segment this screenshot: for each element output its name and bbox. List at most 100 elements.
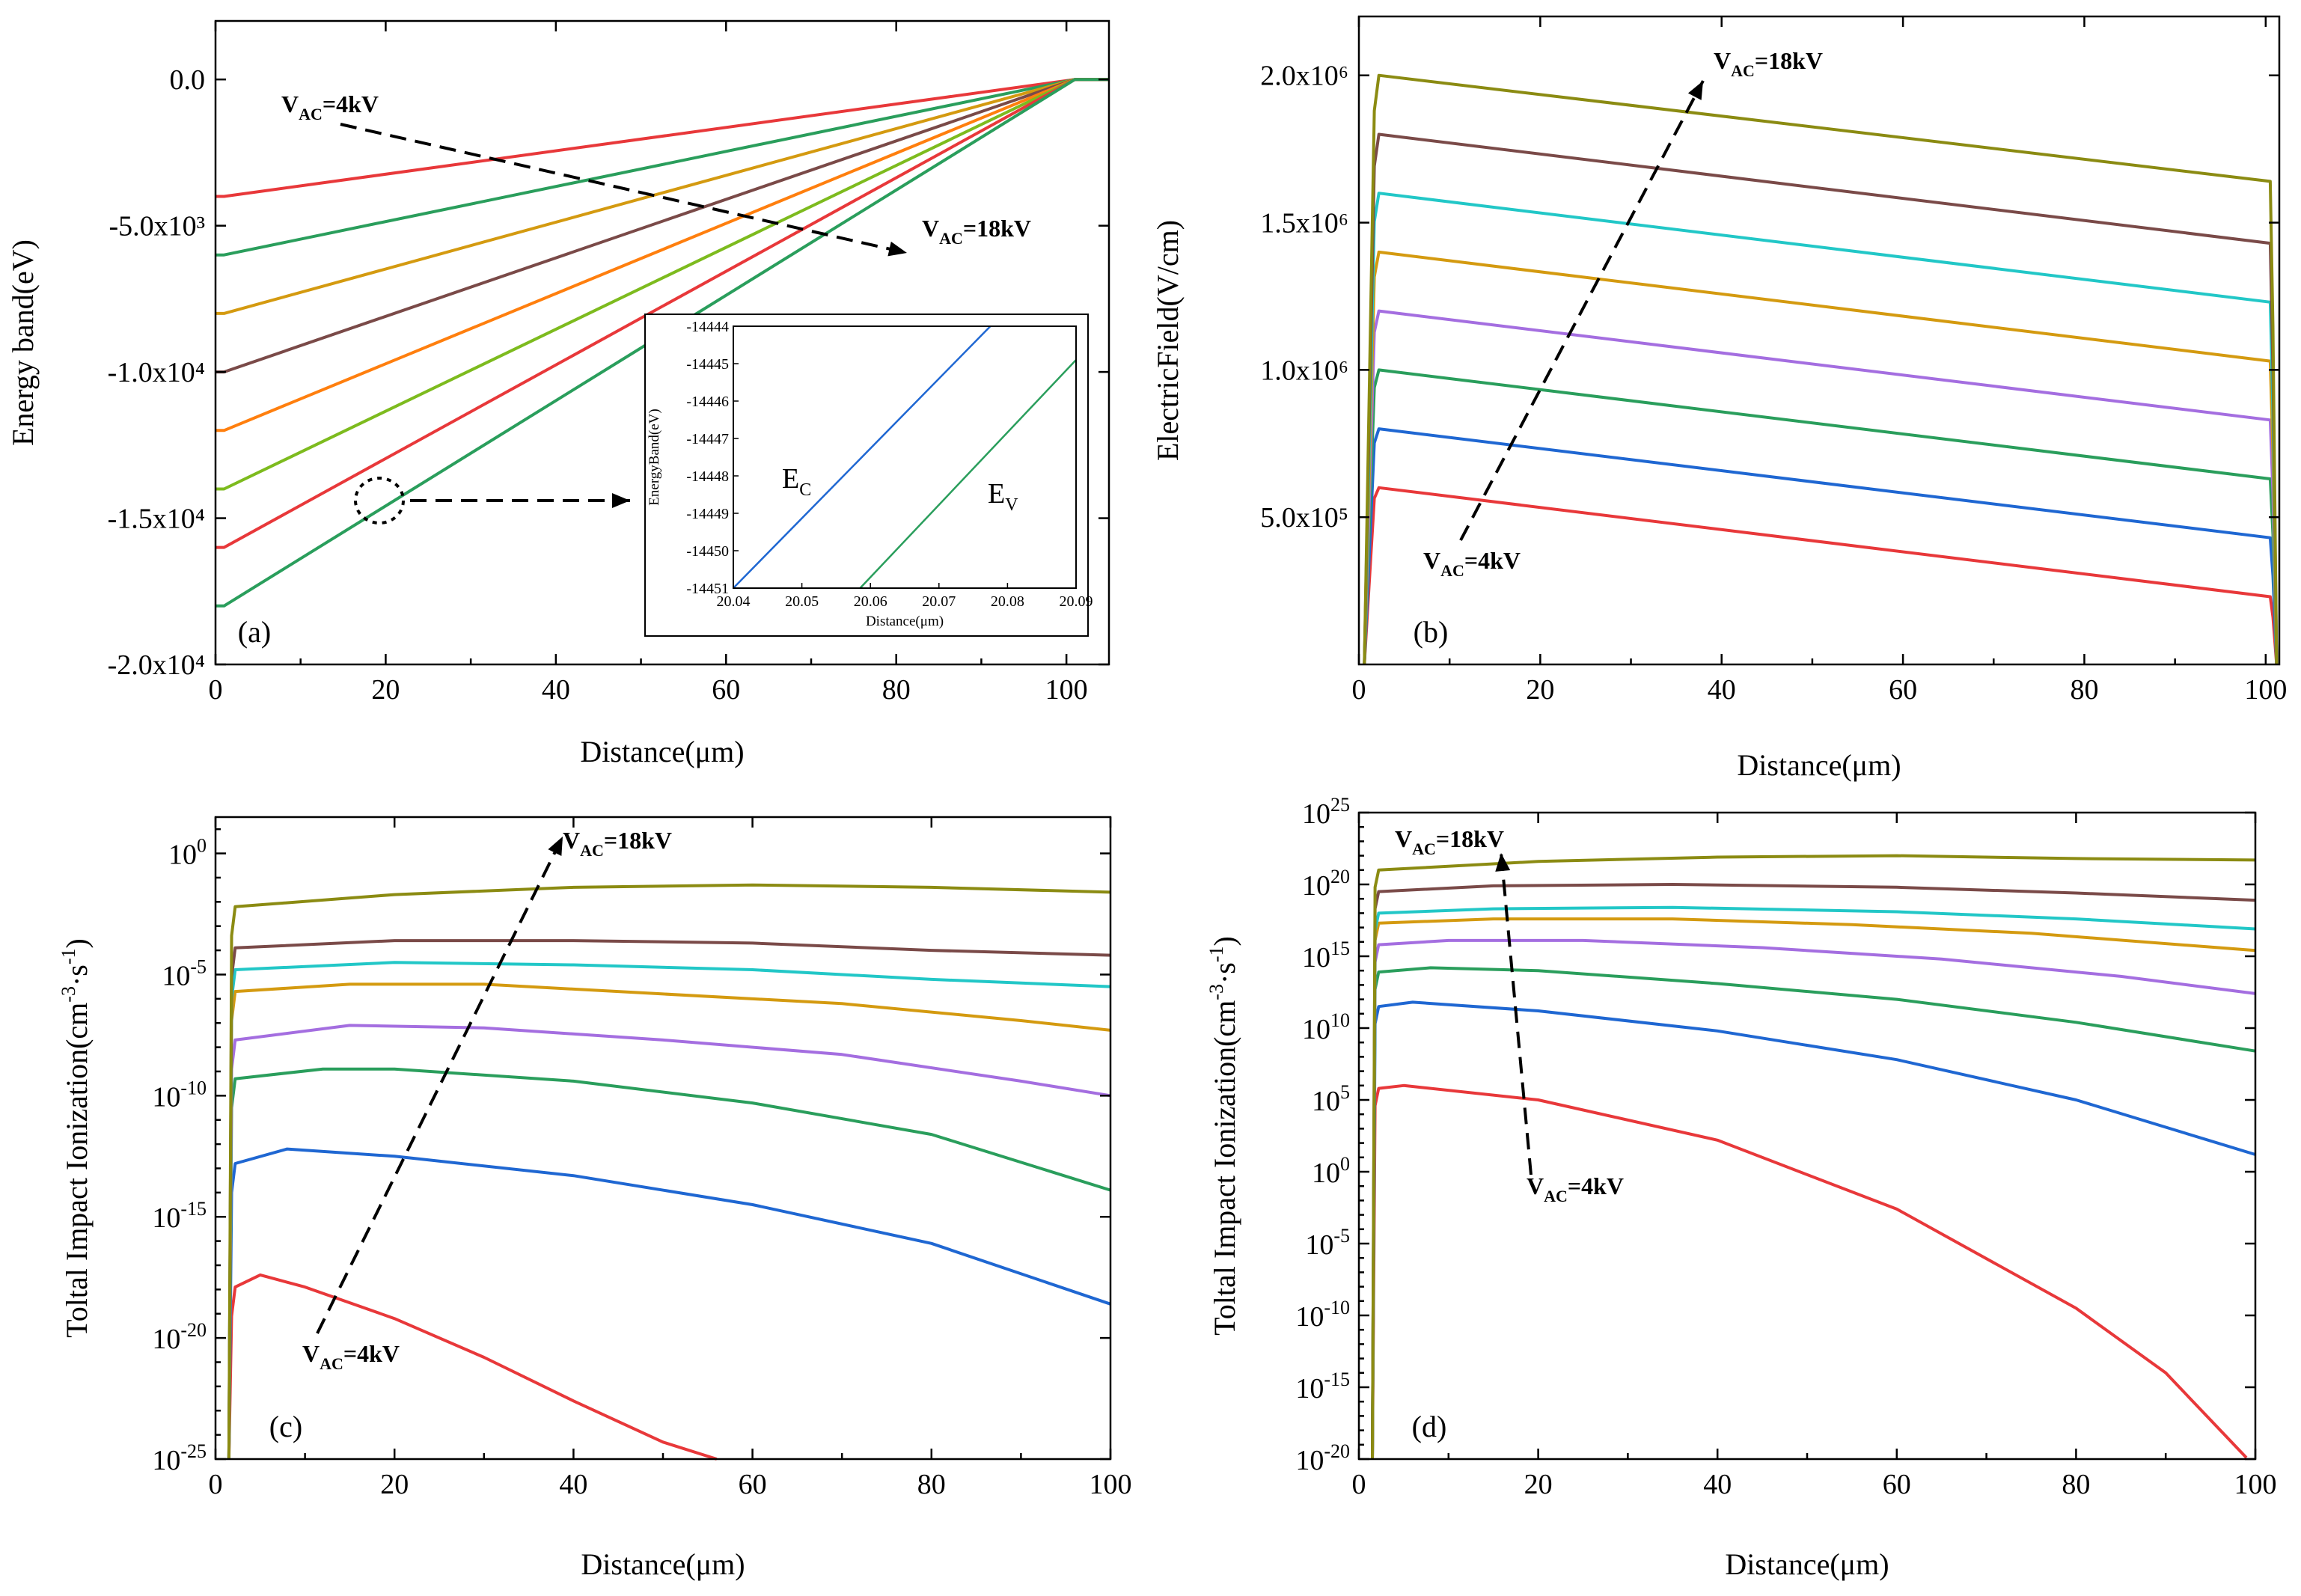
a-xlabel: Distance(μm) (580, 735, 744, 768)
inset-xtick-label: 20.07 (922, 593, 956, 610)
b-panel-label: (b) (1414, 615, 1449, 649)
b-xtick-label: 40 (1708, 674, 1736, 706)
a-ytick-label: -2.0x10⁴ (108, 649, 205, 681)
b-ytick-label: 1.0x10⁶ (1260, 355, 1348, 386)
a-ytick-label: 0.0 (170, 64, 206, 96)
b-xtick-label: 0 (1352, 674, 1366, 706)
inset-xtick-label: 20.05 (785, 593, 819, 610)
inset-ytick-label: -14445 (686, 356, 729, 373)
inset-ytick-label: -14451 (686, 581, 729, 597)
inset-ytick-label: -14450 (686, 543, 729, 560)
inset-frame (733, 325, 1077, 589)
d-xlabel: Distance(μm) (1725, 1547, 1889, 1581)
series-line (1371, 905, 2256, 1460)
c-arrow-head (548, 837, 563, 856)
d-xtick-label: 0 (1352, 1469, 1366, 1500)
series-line (1371, 938, 2256, 1460)
a-frame (214, 19, 1110, 666)
series-line (1363, 309, 2279, 665)
c-ytick-label: 10-20 (152, 1319, 207, 1355)
zoom-marker (354, 477, 405, 525)
c-arrow-line (316, 836, 564, 1334)
inset-xtick-label: 20.04 (717, 593, 751, 610)
series-line (227, 1147, 1111, 1460)
c-ylabel: Toltal Impact Ionization(cm-3·s-1) (58, 938, 94, 1338)
series-line (1371, 966, 2256, 1460)
c-panel-label: (c) (269, 1410, 302, 1443)
d-ylabel: Toltal Impact Ionization(cm-3·s-1) (1205, 936, 1241, 1336)
series-line (227, 961, 1111, 1460)
series-line (227, 1273, 718, 1461)
b-ytick-label: 1.5x10⁶ (1260, 208, 1348, 239)
inset-ytick-label: -14446 (686, 394, 729, 410)
a-ytick-label: -1.5x10⁴ (108, 504, 205, 535)
panel-c: 0 20 40 60 80 100 100 10-5 10-10 10-15 10-20 10-25 D… (58, 816, 1132, 1581)
series-line (1363, 192, 2279, 665)
c-xtick-label: 40 (559, 1469, 587, 1500)
d-xtick-label: 40 (1703, 1469, 1732, 1500)
series-line (227, 982, 1111, 1460)
d-ytick-label: 100 (1312, 1153, 1350, 1189)
series-line (1363, 132, 2279, 665)
d-ytick-label: 10-20 (1295, 1440, 1350, 1476)
b-annotation-low: VAC=4kV (1423, 547, 1521, 580)
c-annotation-low: VAC=4kV (302, 1340, 400, 1373)
d-xtick-label: 100 (2234, 1469, 2277, 1500)
c-xlabel: Distance(μm) (581, 1547, 745, 1581)
panel-d: 0 20 40 60 80 100 1025 1020 1015 1010 105 100 10-5 10… (1205, 794, 2277, 1581)
c-ytick-label: 100 (168, 835, 207, 871)
b-arrow-line (1459, 80, 1705, 541)
d-xtick-label: 60 (1883, 1469, 1911, 1500)
inset-ylabel: EnergyBand(eV) (647, 409, 662, 505)
series-line (227, 1067, 1111, 1460)
a-annotation-high: VAC=18kV (922, 215, 1031, 248)
inset-ytick-label: -14449 (686, 506, 729, 522)
panel-b: 0 20 40 60 80 100 5.0x10⁵ 1.0x10⁶ 1.5x10⁶ 2.0x10⁶… (1151, 15, 2287, 782)
d-xtick-label: 80 (2062, 1469, 2090, 1500)
b-xtick-label: 60 (1889, 674, 1917, 706)
inset-xtick-label: 20.06 (854, 593, 887, 610)
c-xtick-label: 0 (209, 1469, 223, 1500)
inset-series-line (859, 359, 1077, 589)
d-arrow-head (1495, 853, 1511, 872)
a-ylabel: Energy band(eV) (6, 239, 40, 446)
c-xtick-label: 20 (380, 1469, 409, 1500)
b-frame (1357, 15, 2281, 666)
a-xtick-label: 40 (542, 674, 570, 706)
b-xtick-label: 20 (1526, 674, 1554, 706)
series-line (227, 1024, 1111, 1460)
b-ylabel: ElectricField(V/cm) (1151, 220, 1185, 461)
ec-label: EC (782, 463, 811, 500)
d-annotation-low: VAC=4kV (1527, 1172, 1624, 1205)
d-ytick-label: 10-10 (1295, 1297, 1350, 1333)
d-panel-label: (d) (1412, 1410, 1447, 1443)
b-xtick-label: 100 (2244, 674, 2287, 706)
d-ytick-label: 105 (1312, 1081, 1350, 1117)
a-xtick-label: 0 (209, 674, 223, 706)
c-xtick-label: 60 (739, 1469, 767, 1500)
c-annotation-high: VAC=18kV (563, 827, 672, 860)
inset-xtick-label: 20.09 (1060, 593, 1093, 610)
series-line (1363, 73, 2279, 665)
b-ytick-label: 2.0x10⁶ (1260, 61, 1348, 92)
d-annotation-high: VAC=18kV (1395, 825, 1504, 858)
a-xtick-label: 20 (371, 674, 400, 706)
inset-ytick-label: -14447 (686, 431, 729, 447)
a-annotation-low: VAC=4kV (281, 91, 379, 123)
series-line (1371, 854, 2256, 1460)
series-line (1371, 1083, 2248, 1460)
d-ytick-label: 1020 (1302, 866, 1350, 902)
c-ytick-label: 10-15 (152, 1198, 207, 1234)
b-arrow-head (1687, 81, 1703, 100)
c-ytick-label: 10-10 (152, 1077, 207, 1113)
a-xtick-label: 100 (1045, 674, 1088, 706)
c-ytick-label: 10-25 (152, 1440, 207, 1476)
a-arrow-head (887, 241, 907, 257)
a-panel-label: (a) (238, 615, 271, 649)
series-line (1371, 1000, 2256, 1460)
a-xtick-label: 80 (882, 674, 911, 706)
d-ytick-label: 10-15 (1295, 1369, 1350, 1404)
inset-ytick-label: -14448 (686, 468, 729, 485)
inset-xlabel: Distance(μm) (866, 614, 944, 629)
